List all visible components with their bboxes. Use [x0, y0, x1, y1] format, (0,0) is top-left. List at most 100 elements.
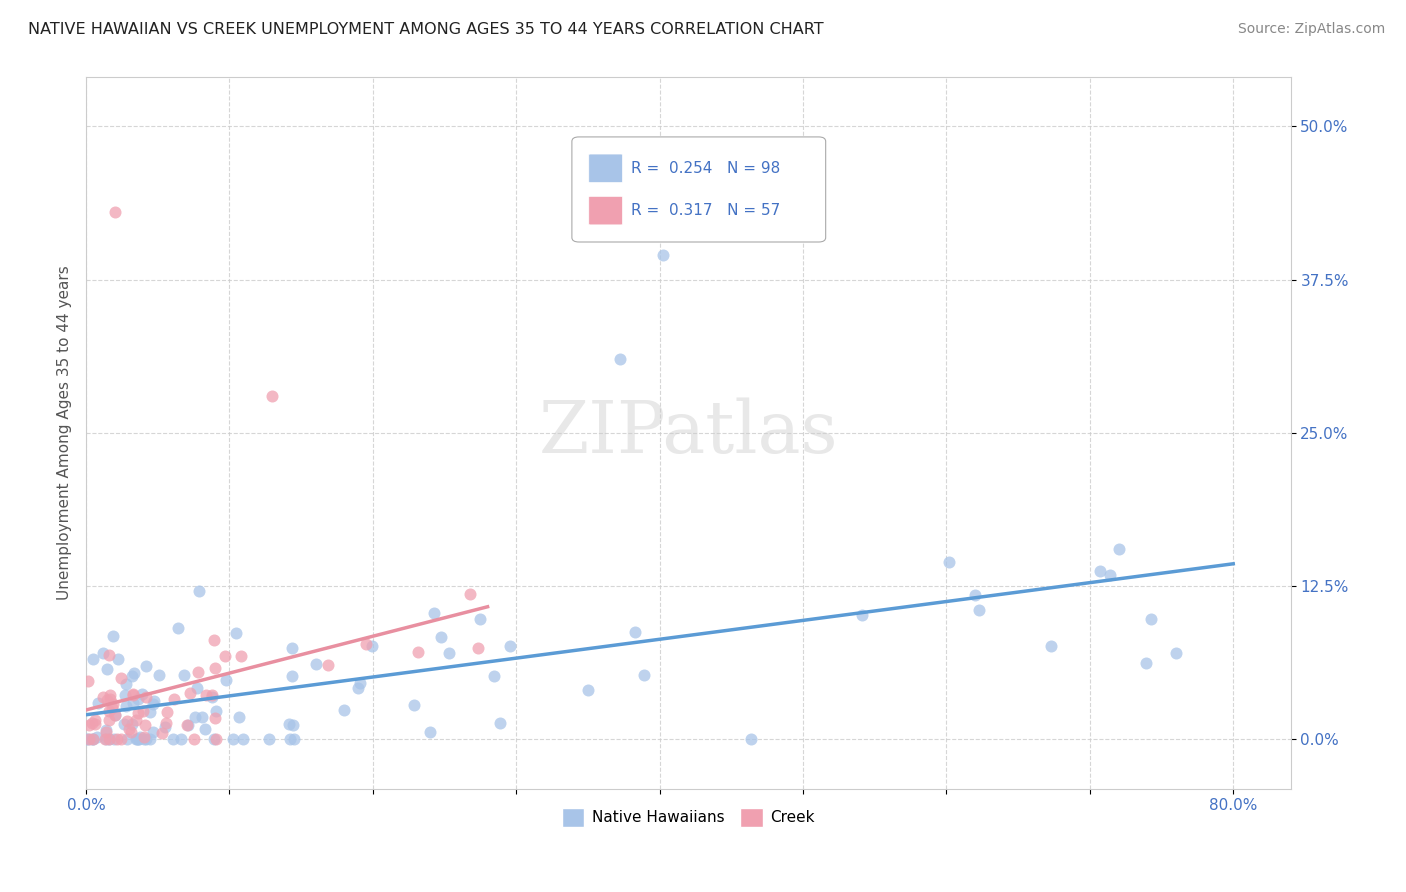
Point: [139, 732, 162, 747]
Point: [204, 661, 226, 675]
Point: [104, 707, 127, 722]
Point: [134, 718, 156, 732]
Point: [77, 673, 100, 688]
Point: [114, 689, 136, 703]
Point: [215, 673, 238, 687]
Point: [107, 652, 129, 666]
Point: [110, 671, 132, 685]
Point: [183, 732, 205, 747]
Point: [201, 688, 224, 702]
Point: [468, 612, 491, 626]
Point: [135, 659, 157, 673]
Point: [170, 732, 193, 747]
Point: [112, 717, 135, 731]
Point: [131, 687, 153, 701]
Point: [1140, 612, 1163, 626]
Point: [142, 698, 165, 712]
Point: [82, 732, 104, 747]
Point: [132, 704, 155, 718]
Point: [98, 692, 121, 706]
Point: [204, 711, 226, 725]
Point: [965, 588, 987, 602]
Point: [155, 705, 177, 719]
Point: [84, 717, 107, 731]
Point: [437, 646, 460, 660]
Point: [576, 682, 599, 697]
Point: [214, 648, 236, 663]
Point: [740, 732, 762, 747]
Point: [139, 705, 162, 719]
Point: [205, 704, 228, 718]
Point: [1039, 640, 1062, 654]
Point: [179, 686, 201, 700]
Point: [107, 732, 129, 747]
Point: [176, 717, 198, 731]
Point: [87, 696, 110, 710]
Point: [194, 722, 217, 736]
Point: [97, 648, 120, 662]
Point: [1099, 567, 1122, 582]
Point: [91, 690, 114, 705]
Point: [125, 732, 148, 747]
Text: NATIVE HAWAIIAN VS CREEK UNEMPLOYMENT AMONG AGES 35 TO 44 YEARS CORRELATION CHAR: NATIVE HAWAIIAN VS CREEK UNEMPLOYMENT AM…: [28, 22, 824, 37]
Point: [122, 696, 145, 710]
Point: [104, 205, 127, 219]
Point: [278, 732, 301, 747]
Point: [229, 649, 252, 664]
Point: [257, 732, 280, 747]
Point: [121, 717, 143, 731]
Point: [134, 730, 156, 744]
Point: [97, 704, 120, 718]
Point: [225, 626, 247, 640]
Point: [94, 732, 117, 747]
Point: [79, 732, 101, 747]
Point: [283, 732, 305, 747]
Point: [281, 669, 304, 683]
Point: [201, 690, 224, 704]
Point: [429, 630, 451, 644]
Point: [361, 639, 384, 653]
Point: [458, 586, 481, 600]
Text: R =  0.317   N = 57: R = 0.317 N = 57: [631, 203, 780, 219]
Point: [423, 606, 446, 620]
Point: [134, 732, 156, 747]
Point: [356, 637, 378, 651]
Point: [333, 703, 356, 717]
Y-axis label: Unemployment Among Ages 35 to 44 years: Unemployment Among Ages 35 to 44 years: [58, 266, 72, 600]
Point: [222, 732, 245, 747]
Point: [135, 690, 157, 705]
Point: [118, 722, 141, 736]
Point: [153, 720, 176, 734]
Point: [128, 732, 150, 747]
Point: [101, 629, 124, 643]
Point: [232, 732, 254, 747]
Point: [406, 645, 429, 659]
Point: [101, 700, 124, 714]
Point: [91, 646, 114, 660]
Point: [609, 352, 631, 367]
Point: [167, 621, 190, 635]
Point: [80, 732, 103, 747]
Point: [122, 665, 145, 680]
Point: [467, 641, 489, 656]
Point: [489, 716, 512, 731]
Point: [82, 651, 104, 665]
Point: [97, 732, 120, 747]
Point: [127, 691, 149, 706]
Point: [77, 718, 100, 732]
Point: [98, 688, 121, 702]
Point: [278, 717, 301, 731]
Point: [155, 716, 177, 731]
Point: [187, 665, 209, 680]
Point: [115, 677, 138, 691]
Point: [187, 584, 209, 599]
Point: [281, 718, 304, 732]
Point: [851, 607, 873, 622]
Point: [176, 718, 198, 732]
Point: [1164, 647, 1187, 661]
Point: [127, 732, 149, 747]
Point: [202, 732, 225, 747]
Point: [120, 724, 142, 739]
Point: [94, 732, 117, 747]
Point: [1108, 541, 1130, 556]
